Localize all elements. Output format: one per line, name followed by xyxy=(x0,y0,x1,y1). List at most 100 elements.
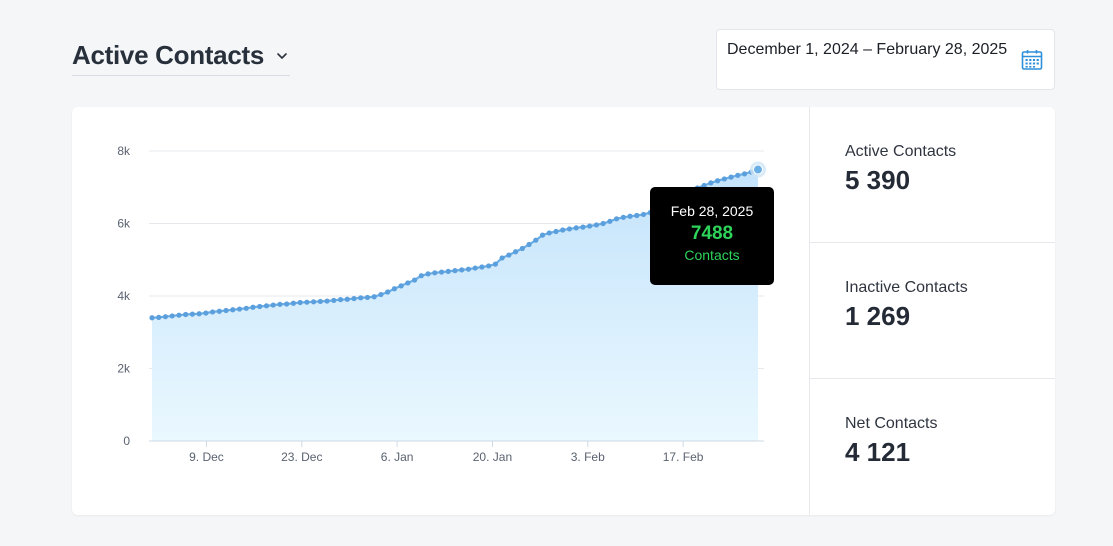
data-point[interactable] xyxy=(513,249,519,255)
data-point[interactable] xyxy=(472,265,478,271)
data-point[interactable] xyxy=(492,261,498,267)
data-point[interactable] xyxy=(277,301,283,307)
data-point[interactable] xyxy=(378,291,384,298)
y-tick-label: 6k xyxy=(117,217,131,231)
x-tick-label: 20. Jan xyxy=(473,450,512,464)
chart-card: 9. Dec 23. Dec 6. Jan 20. Jan 3. Feb 17. Feb … xyxy=(72,107,1055,515)
data-point[interactable] xyxy=(358,295,364,301)
data-point[interactable] xyxy=(593,222,600,228)
data-point[interactable] xyxy=(270,302,276,308)
data-point[interactable] xyxy=(438,269,445,275)
page-title: Active Contacts xyxy=(72,40,264,70)
data-point[interactable] xyxy=(250,304,256,310)
data-point[interactable] xyxy=(701,182,707,189)
data-point[interactable] xyxy=(465,266,472,272)
data-point[interactable] xyxy=(526,241,532,248)
data-point[interactable] xyxy=(189,311,195,317)
data-point[interactable] xyxy=(533,237,539,243)
data-point[interactable] xyxy=(391,286,397,292)
data-point[interactable] xyxy=(405,280,411,286)
data-point[interactable] xyxy=(243,305,249,311)
y-tick-label: 0 xyxy=(123,434,130,448)
calendar-icon[interactable] xyxy=(1020,48,1044,72)
data-point[interactable] xyxy=(452,268,458,274)
stat-inactive-contacts: Inactive Contacts 1 269 xyxy=(810,243,1055,379)
data-point[interactable] xyxy=(566,226,573,232)
data-point[interactable] xyxy=(728,174,734,180)
data-point[interactable] xyxy=(580,224,586,230)
data-point[interactable] xyxy=(196,311,202,317)
data-point[interactable] xyxy=(634,212,640,219)
data-point[interactable] xyxy=(331,297,337,303)
data-point[interactable] xyxy=(236,306,243,312)
data-point[interactable] xyxy=(230,307,236,313)
data-point[interactable] xyxy=(210,309,216,315)
data-point[interactable] xyxy=(290,300,296,306)
data-point[interactable] xyxy=(499,255,505,261)
data-point[interactable] xyxy=(176,312,182,318)
data-point[interactable] xyxy=(311,299,317,305)
data-point[interactable] xyxy=(385,289,391,295)
data-point[interactable] xyxy=(412,277,418,283)
data-point[interactable] xyxy=(337,297,344,303)
tooltip-date: Feb 28, 2025 xyxy=(670,203,754,219)
data-point[interactable] xyxy=(263,303,270,309)
data-point[interactable] xyxy=(627,213,633,219)
data-point[interactable] xyxy=(432,270,438,276)
chevron-down-icon xyxy=(274,48,290,64)
data-point[interactable] xyxy=(216,308,222,314)
data-point[interactable] xyxy=(364,294,371,301)
data-point[interactable] xyxy=(169,313,175,319)
data-point[interactable] xyxy=(156,314,162,320)
data-point[interactable] xyxy=(486,263,492,269)
stat-label: Net Contacts xyxy=(845,415,938,432)
data-point[interactable] xyxy=(459,267,465,273)
data-point[interactable] xyxy=(317,298,323,305)
data-point-active[interactable] xyxy=(753,164,763,175)
data-point[interactable] xyxy=(614,216,620,222)
data-point[interactable] xyxy=(203,310,209,316)
data-point[interactable] xyxy=(479,264,485,270)
data-point[interactable] xyxy=(708,180,714,186)
data-point[interactable] xyxy=(351,295,357,302)
data-point[interactable] xyxy=(721,176,727,182)
data-point[interactable] xyxy=(324,298,330,304)
data-point[interactable] xyxy=(344,296,350,302)
y-tick-label: 8k xyxy=(117,144,131,158)
data-point[interactable] xyxy=(506,252,512,258)
data-point[interactable] xyxy=(223,307,229,314)
data-point[interactable] xyxy=(620,214,626,220)
data-point[interactable] xyxy=(371,294,377,300)
contacts-chart[interactable]: 9. Dec 23. Dec 6. Jan 20. Jan 3. Feb 17. Feb … xyxy=(72,107,809,515)
data-point[interactable] xyxy=(297,299,303,306)
y-tick-label: 4k xyxy=(117,289,131,303)
data-point[interactable] xyxy=(162,314,169,320)
data-point[interactable] xyxy=(445,268,451,274)
data-point[interactable] xyxy=(418,273,424,279)
data-point[interactable] xyxy=(607,218,613,224)
data-point[interactable] xyxy=(741,171,748,177)
data-point[interactable] xyxy=(735,172,741,178)
data-point[interactable] xyxy=(546,230,552,236)
data-point[interactable] xyxy=(600,220,606,227)
data-point[interactable] xyxy=(183,311,189,318)
date-range-picker[interactable]: December 1, 2024 – February 28, 2025 xyxy=(716,29,1055,90)
data-point[interactable] xyxy=(398,283,404,289)
data-point[interactable] xyxy=(715,178,721,184)
metric-selector[interactable]: Active Contacts xyxy=(72,40,290,76)
data-point[interactable] xyxy=(257,303,263,310)
data-point[interactable] xyxy=(573,225,579,231)
data-point[interactable] xyxy=(553,228,559,235)
x-tick-label: 23. Dec xyxy=(281,450,322,464)
data-point[interactable] xyxy=(587,223,593,229)
data-point[interactable] xyxy=(149,315,155,321)
stat-value: 1 269 xyxy=(845,301,911,331)
stats-panel: Active Contacts 5 390 Inactive Contacts … xyxy=(809,107,1055,515)
data-point[interactable] xyxy=(284,301,290,307)
data-point[interactable] xyxy=(304,299,310,305)
data-point[interactable] xyxy=(640,211,647,218)
data-point[interactable] xyxy=(560,227,566,233)
data-point[interactable] xyxy=(519,245,525,252)
data-point[interactable] xyxy=(425,271,431,277)
data-point[interactable] xyxy=(539,232,546,238)
